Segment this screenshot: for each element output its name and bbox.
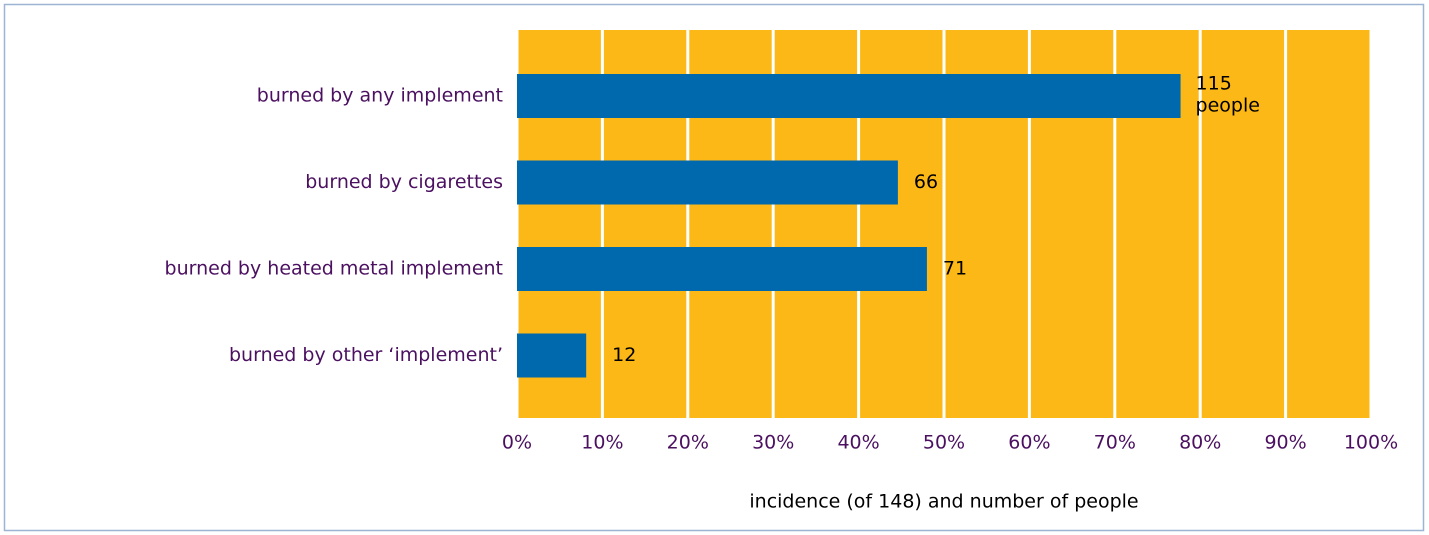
- bar: [517, 74, 1181, 118]
- x-tick-label: 30%: [752, 432, 794, 454]
- y-tick-label: burned by heated metal implement: [165, 258, 503, 280]
- x-tick-label: 100%: [1344, 432, 1398, 454]
- value-label-unit: people: [1196, 95, 1260, 117]
- bar: [517, 247, 927, 291]
- value-label: 115: [1196, 73, 1232, 95]
- value-label: 71: [943, 258, 967, 280]
- x-tick-label: 90%: [1264, 432, 1306, 454]
- y-tick-label: burned by other ‘implement’: [229, 344, 503, 366]
- frame: [3, 3, 1425, 532]
- x-tick-label: 20%: [667, 432, 709, 454]
- bar: [517, 333, 587, 378]
- bar: [517, 160, 898, 205]
- x-tick-label: 60%: [1008, 432, 1050, 454]
- value-label: 66: [914, 171, 938, 193]
- x-axis-title: incidence (of 148) and number of people: [749, 491, 1138, 513]
- value-label: 12: [612, 344, 636, 366]
- y-tick-label: burned by cigarettes: [305, 171, 503, 193]
- x-tick-label: 50%: [923, 432, 965, 454]
- x-tick-label: 0%: [502, 432, 532, 454]
- x-tick-label: 10%: [581, 432, 623, 454]
- y-tick-label: burned by any implement: [257, 85, 503, 107]
- x-tick-label: 70%: [1094, 432, 1136, 454]
- x-tick-label: 40%: [837, 432, 879, 454]
- x-tick-label: 80%: [1179, 432, 1221, 454]
